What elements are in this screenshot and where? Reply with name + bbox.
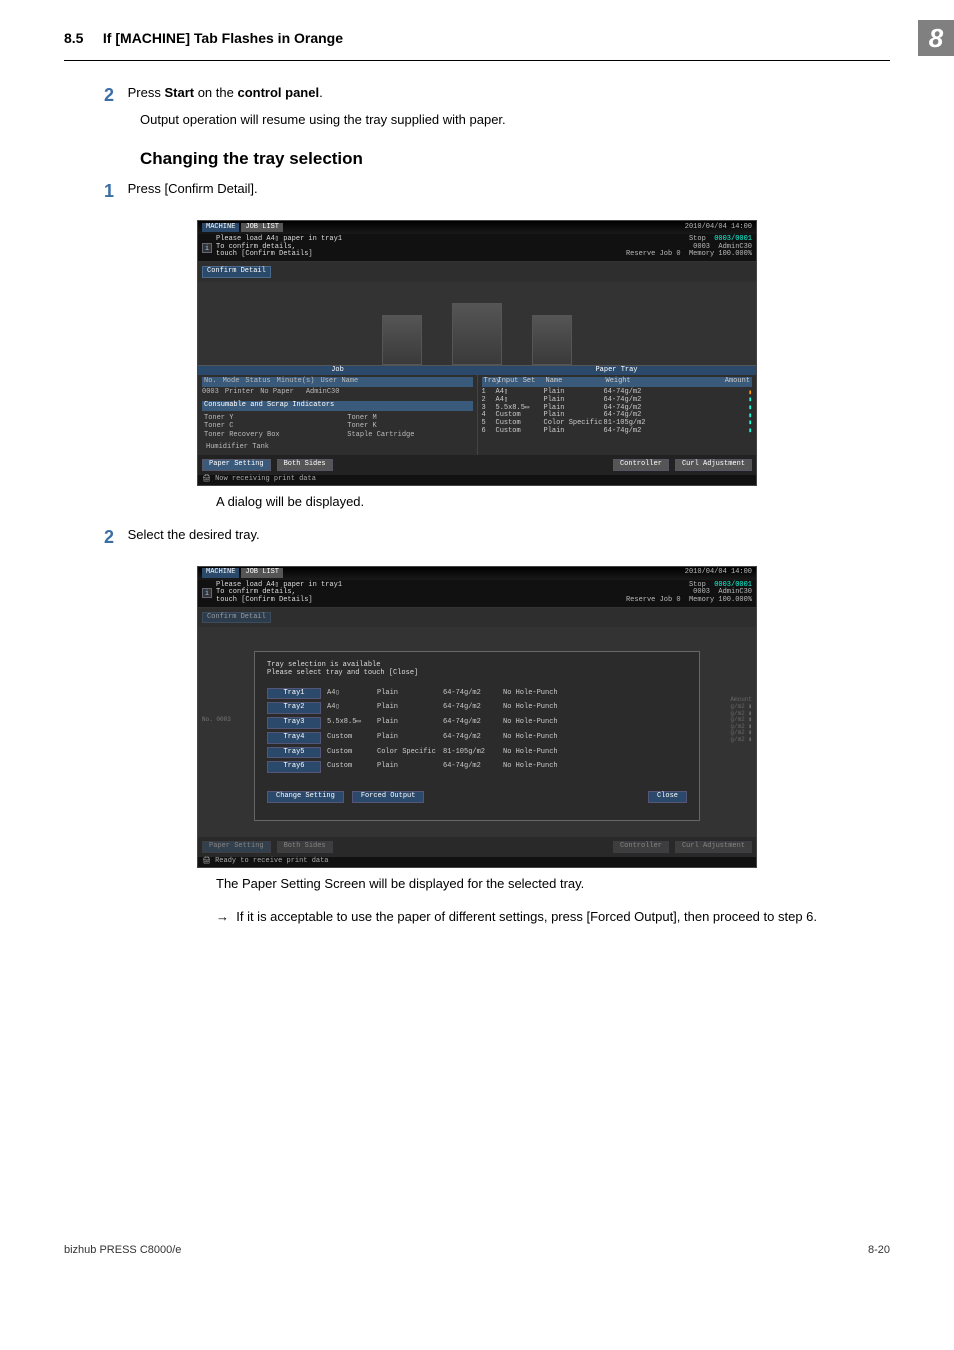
printer-icon: 🖨 xyxy=(202,857,211,865)
arrow-text: If it is acceptable to use the paper of … xyxy=(236,909,817,924)
tray-select-button[interactable]: Tray2 xyxy=(267,702,321,714)
humidifier-label: Humidifier Tank xyxy=(202,442,473,454)
dialog-message-line: Please select tray and touch [Close] xyxy=(267,670,687,678)
curl-adjustment-button-dim: Curl Adjustment xyxy=(675,841,752,853)
warning-line: touch [Confirm Details] xyxy=(216,597,342,605)
tray-select-button[interactable]: Tray1 xyxy=(267,688,321,700)
step-number: 2 xyxy=(104,85,124,106)
both-sides-button-dim: Both Sides xyxy=(277,841,333,853)
forced-output-button[interactable]: Forced Output xyxy=(352,791,425,803)
tray-dialog-row: Tray4CustomPlain64-74g/m2No Hole-Punch xyxy=(267,732,687,744)
footer-right: 8-20 xyxy=(868,1244,890,1256)
step-bold: Start xyxy=(164,85,194,100)
paper-setting-button[interactable]: Paper Setting xyxy=(202,459,271,471)
step-b: 1 Press [Confirm Detail]. xyxy=(140,181,890,202)
ghost-left-text: No. 0003 xyxy=(202,717,231,724)
step-text-part: Press xyxy=(128,85,165,100)
arrow-icon: → xyxy=(216,909,229,924)
machine-illustration xyxy=(198,282,756,366)
tab-machine[interactable]: MACHINE xyxy=(202,568,239,578)
step-text: Select the desired tray. xyxy=(128,527,260,542)
confirm-detail-button-disabled: Confirm Detail xyxy=(202,612,271,624)
paper-setting-button-dim: Paper Setting xyxy=(202,841,271,853)
curl-adjustment-button[interactable]: Curl Adjustment xyxy=(675,459,752,471)
tray-select-button[interactable]: Tray4 xyxy=(267,732,321,744)
papertray-section-label: Paper Tray xyxy=(477,366,756,376)
section-number: 8.5 xyxy=(64,30,83,46)
info-icon: i xyxy=(202,243,212,253)
bottom-button-row-disabled: Paper Setting Both Sides Controller Curl… xyxy=(198,837,756,857)
consumable-label: Consumable and Scrap Indicators xyxy=(202,401,473,411)
step-bold: control panel xyxy=(237,85,319,100)
job-row: 0003 Printer No Paper AdminC30 xyxy=(202,389,473,397)
tray-select-button[interactable]: Tray3 xyxy=(267,717,321,729)
job-pane: No. Mode Status Minute(s) User Name 0003… xyxy=(198,375,478,455)
status-notice: Now receiving print data xyxy=(215,475,316,483)
after-shot1-text: A dialog will be displayed. xyxy=(216,494,890,509)
tray-dialog-row: Tray2A4▯Plain64-74g/m2No Hole-Punch xyxy=(267,702,687,714)
step-text: Press [Confirm Detail]. xyxy=(128,181,258,196)
status-notice: Ready to receive print data xyxy=(215,857,328,865)
footer-left: bizhub PRESS C8000/e xyxy=(64,1244,181,1256)
change-setting-button[interactable]: Change Setting xyxy=(267,791,344,803)
confirm-detail-button[interactable]: Confirm Detail xyxy=(202,266,271,278)
tray-dialog-row: Tray1A4▯Plain64-74g/m2No Hole-Punch xyxy=(267,688,687,700)
screenshot-machine-tab: MACHINE JOB LIST 2010/04/04 14:00 i Plea… xyxy=(197,220,757,486)
tray-dialog-row: Tray35.5x8.5▭Plain64-74g/m2No Hole-Punch xyxy=(267,717,687,729)
close-button[interactable]: Close xyxy=(648,791,687,803)
step-text-part: on the xyxy=(194,85,237,100)
warning-line: touch [Confirm Details] xyxy=(216,251,342,259)
job-header-row: No. Mode Status Minute(s) User Name xyxy=(202,377,473,387)
controller-button[interactable]: Controller xyxy=(613,459,669,471)
chapter-badge: 8 xyxy=(918,20,954,56)
step-number: 2 xyxy=(104,527,124,548)
section-title: 8.5 If [MACHINE] Tab Flashes in Orange xyxy=(64,30,902,46)
tray-header-row: Tray Input Set Name Weight Amount xyxy=(482,377,753,387)
page-header: 8.5 If [MACHINE] Tab Flashes in Orange 8 xyxy=(64,20,890,61)
tab-joblist[interactable]: JOB LIST xyxy=(241,568,283,578)
toner-grid: Toner YToner M Toner CToner K Toner Reco… xyxy=(202,413,473,442)
step-a: 2 Press Start on the control panel. Outp… xyxy=(140,85,890,127)
after-shot2-text: The Paper Setting Screen will be display… xyxy=(216,876,890,891)
page-footer: bizhub PRESS C8000/e 8-20 xyxy=(0,1244,954,1256)
status-memory: Memory 100.000% xyxy=(689,250,752,258)
tray-pane: Tray Input Set Name Weight Amount 1A4▯Pl… xyxy=(478,375,757,455)
step-c: 2 Select the desired tray. xyxy=(140,527,890,548)
step-subtext: Output operation will resume using the t… xyxy=(140,112,890,127)
step-text-part: . xyxy=(319,85,323,100)
status-memory: Memory 100.000% xyxy=(689,596,752,604)
tray-dialog-row: Tray5CustomColor Specific81-105g/m2No Ho… xyxy=(267,747,687,759)
printer-icon: 🖨 xyxy=(202,475,211,483)
both-sides-button[interactable]: Both Sides xyxy=(277,459,333,471)
clock-text: 2010/04/04 14:00 xyxy=(685,224,752,232)
status-reserve: Reserve Job 0 xyxy=(626,250,681,258)
tab-joblist[interactable]: JOB LIST xyxy=(241,223,283,233)
tray-dialog-row: Tray6CustomPlain64-74g/m2No Hole-Punch xyxy=(267,761,687,773)
job-section-label: Job xyxy=(198,366,477,376)
tray-row: 6CustomPlain64-74g/m2▮ xyxy=(482,428,753,436)
clock-text: 2010/04/04 14:00 xyxy=(685,569,752,577)
status-reserve: Reserve Job 0 xyxy=(626,596,681,604)
bottom-button-row: Paper Setting Both Sides Controller Curl… xyxy=(198,455,756,475)
tray-selection-dialog: Tray selection is available Please selec… xyxy=(254,651,700,821)
subheading: Changing the tray selection xyxy=(140,149,890,169)
tab-machine[interactable]: MACHINE xyxy=(202,223,239,233)
step-number: 1 xyxy=(104,181,124,202)
ghost-right-text: Amount g/m2 ▮ g/m2 ▮ g/m2 ▮ g/m2 ▮ g/m2 … xyxy=(730,697,752,743)
controller-button-dim: Controller xyxy=(613,841,669,853)
screenshot-tray-dialog: MACHINE JOB LIST 2010/04/04 14:00 i Plea… xyxy=(197,566,757,868)
tray-select-button[interactable]: Tray6 xyxy=(267,761,321,773)
section-title-text: If [MACHINE] Tab Flashes in Orange xyxy=(103,30,343,46)
info-icon: i xyxy=(202,588,212,598)
tray-select-button[interactable]: Tray5 xyxy=(267,747,321,759)
